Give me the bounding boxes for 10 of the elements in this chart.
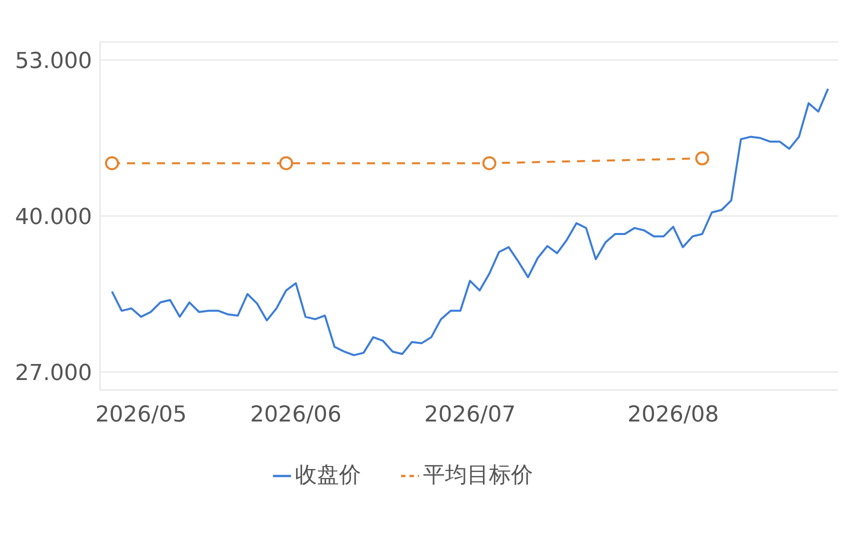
y-tick-label: 27.000: [15, 360, 92, 386]
y-tick-label: 40.000: [15, 204, 92, 230]
x-tick-label: 2026/07: [424, 402, 516, 428]
legend-label: 平均目标价: [423, 463, 533, 488]
legend-label: 收盘价: [295, 463, 361, 488]
x-tick-label: 2026/08: [627, 402, 719, 428]
y-tick-label: 53.000: [15, 48, 92, 74]
x-tick-label: 2026/06: [250, 402, 342, 428]
line-series: [111, 88, 829, 356]
x-tick-label: 2026/05: [95, 402, 187, 428]
